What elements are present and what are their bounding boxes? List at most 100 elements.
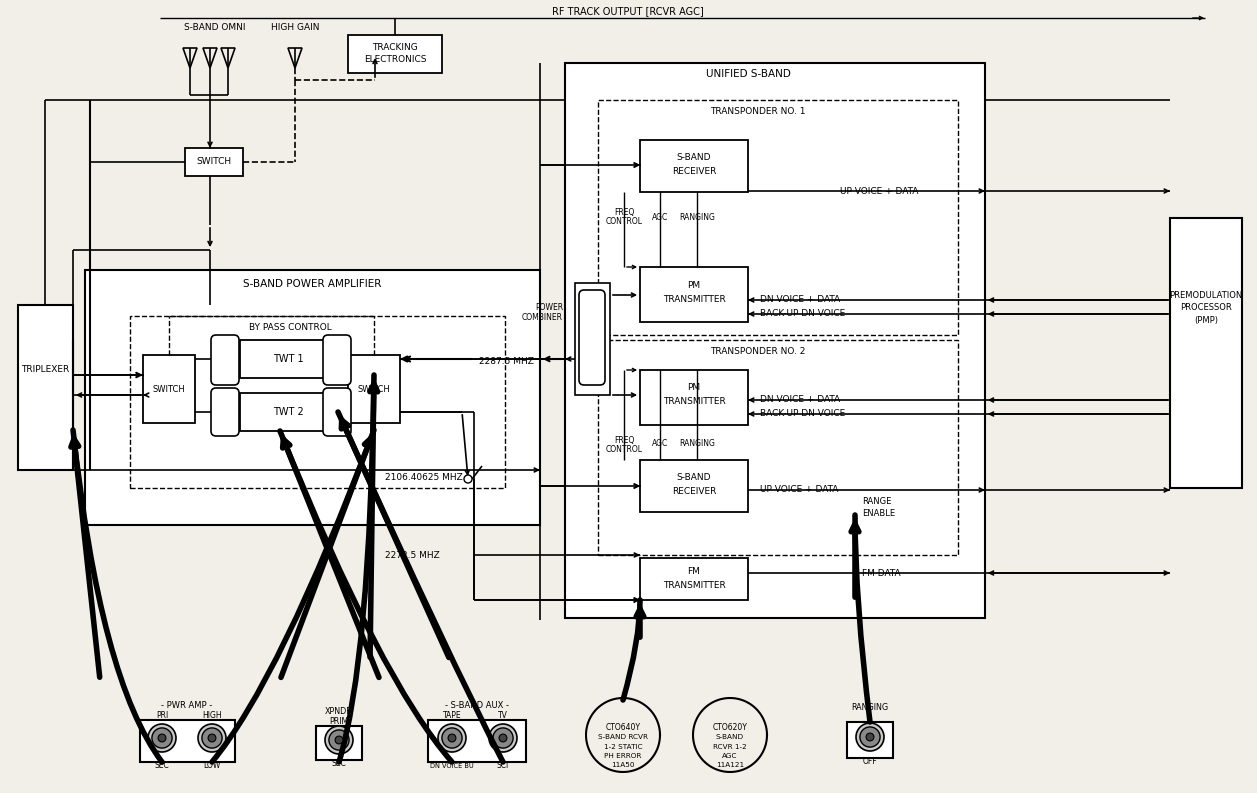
Text: RECEIVER: RECEIVER	[671, 167, 716, 175]
Text: HIGH GAIN: HIGH GAIN	[270, 22, 319, 32]
Circle shape	[336, 736, 343, 744]
Text: AGC: AGC	[652, 439, 669, 447]
Text: TWT 2: TWT 2	[273, 407, 303, 417]
Text: SWITCH: SWITCH	[196, 158, 231, 167]
Text: TRACKING: TRACKING	[372, 43, 417, 52]
Bar	[564, 63, 985, 618]
Text: TV: TV	[498, 711, 508, 719]
Bar	[348, 355, 400, 423]
Text: BACK-UP DN VOICE: BACK-UP DN VOICE	[760, 409, 845, 419]
Text: RCVR 1-2: RCVR 1-2	[713, 744, 747, 750]
Text: TWT 1: TWT 1	[273, 354, 303, 364]
Circle shape	[148, 724, 176, 752]
Text: AGC: AGC	[652, 213, 669, 221]
Text: 11A50: 11A50	[611, 762, 635, 768]
Text: TRANSMITTER: TRANSMITTER	[662, 580, 725, 589]
Bar	[598, 100, 958, 335]
Text: CTO620Y: CTO620Y	[713, 722, 748, 731]
Text: TRANSMITTER: TRANSMITTER	[662, 294, 725, 304]
Circle shape	[158, 734, 166, 742]
Circle shape	[447, 734, 456, 742]
Text: S-BAND POWER AMPLIFIER: S-BAND POWER AMPLIFIER	[243, 279, 381, 289]
Text: PROCESSOR: PROCESSOR	[1180, 304, 1232, 312]
Text: 2287.5 MHZ: 2287.5 MHZ	[479, 358, 534, 366]
Text: PM: PM	[688, 384, 700, 393]
Text: S-BAND OMNI: S-BAND OMNI	[185, 22, 246, 32]
FancyBboxPatch shape	[211, 335, 239, 385]
Bar	[640, 267, 748, 322]
Text: DN VOICE BU: DN VOICE BU	[430, 763, 474, 769]
Text: - S-BAND AUX -: - S-BAND AUX -	[445, 700, 509, 710]
Text: RANGE: RANGE	[862, 497, 891, 507]
Circle shape	[199, 724, 226, 752]
Text: BY PASS CONTROL: BY PASS CONTROL	[249, 324, 332, 332]
Bar	[18, 305, 73, 470]
Text: PRI: PRI	[156, 711, 168, 719]
Text: 11A121: 11A121	[716, 762, 744, 768]
Text: FREQ: FREQ	[613, 435, 635, 445]
Text: UP VOICE + DATA: UP VOICE + DATA	[760, 485, 838, 495]
Circle shape	[437, 724, 466, 752]
Text: DN VOICE + DATA: DN VOICE + DATA	[760, 396, 840, 404]
Text: TRANSMITTER: TRANSMITTER	[662, 397, 725, 407]
Circle shape	[326, 726, 353, 754]
Circle shape	[866, 733, 874, 741]
Text: COMBINER: COMBINER	[522, 313, 563, 323]
FancyBboxPatch shape	[323, 388, 351, 436]
Text: UP VOICE + DATA: UP VOICE + DATA	[840, 186, 919, 196]
Text: ELECTRONICS: ELECTRONICS	[363, 56, 426, 64]
Bar	[598, 340, 958, 555]
Text: OFF: OFF	[862, 757, 877, 767]
Text: ENABLE: ENABLE	[862, 508, 895, 518]
Text: S-BAND: S-BAND	[716, 734, 744, 740]
Text: - PWR AMP -: - PWR AMP -	[161, 700, 212, 710]
Circle shape	[499, 734, 507, 742]
Text: SEC: SEC	[155, 761, 170, 771]
Bar	[185, 148, 243, 176]
Text: TRANSPONDER NO. 2: TRANSPONDER NO. 2	[710, 347, 806, 357]
Bar	[640, 370, 748, 425]
Bar	[85, 270, 541, 525]
Text: RANGING: RANGING	[679, 213, 715, 221]
Text: UNIFIED S-BAND: UNIFIED S-BAND	[705, 69, 791, 79]
Text: S-BAND: S-BAND	[676, 154, 711, 163]
Text: LOW: LOW	[204, 761, 221, 771]
Text: SCI: SCI	[497, 761, 509, 771]
Bar	[240, 340, 336, 378]
Bar	[427, 720, 525, 762]
Text: FM DATA: FM DATA	[862, 569, 900, 577]
Bar	[129, 316, 505, 488]
Bar	[140, 720, 235, 762]
Text: HIGH: HIGH	[202, 711, 221, 719]
Text: XPNDR: XPNDR	[326, 707, 353, 717]
Text: (PMP): (PMP)	[1194, 316, 1218, 325]
Bar	[640, 460, 748, 512]
Text: SWITCH: SWITCH	[152, 385, 185, 393]
Bar	[847, 722, 892, 758]
FancyBboxPatch shape	[211, 388, 239, 436]
Text: CTO640Y: CTO640Y	[606, 722, 641, 731]
Text: TAPE: TAPE	[442, 711, 461, 719]
Text: FM: FM	[688, 568, 700, 577]
Text: S-BAND RCVR: S-BAND RCVR	[598, 734, 649, 740]
Bar	[640, 558, 748, 600]
Text: PRIM: PRIM	[329, 717, 348, 726]
Circle shape	[209, 734, 216, 742]
Text: SEC: SEC	[332, 760, 347, 768]
Bar	[574, 283, 610, 395]
Text: RANGING: RANGING	[851, 703, 889, 712]
Text: PREMODULATION: PREMODULATION	[1169, 290, 1243, 300]
Text: FREQ: FREQ	[613, 209, 635, 217]
Bar	[143, 355, 195, 423]
Text: PM: PM	[688, 281, 700, 289]
Circle shape	[442, 728, 463, 748]
Circle shape	[202, 728, 222, 748]
Bar	[316, 726, 362, 760]
Text: DN VOICE + DATA: DN VOICE + DATA	[760, 296, 840, 305]
Text: AGC: AGC	[723, 753, 738, 759]
FancyBboxPatch shape	[579, 290, 605, 385]
Text: CONTROL: CONTROL	[606, 445, 642, 454]
Text: RANGING: RANGING	[679, 439, 715, 447]
Text: TRANSPONDER NO. 1: TRANSPONDER NO. 1	[710, 108, 806, 117]
Text: BACK-UP DN VOICE: BACK-UP DN VOICE	[760, 309, 845, 319]
